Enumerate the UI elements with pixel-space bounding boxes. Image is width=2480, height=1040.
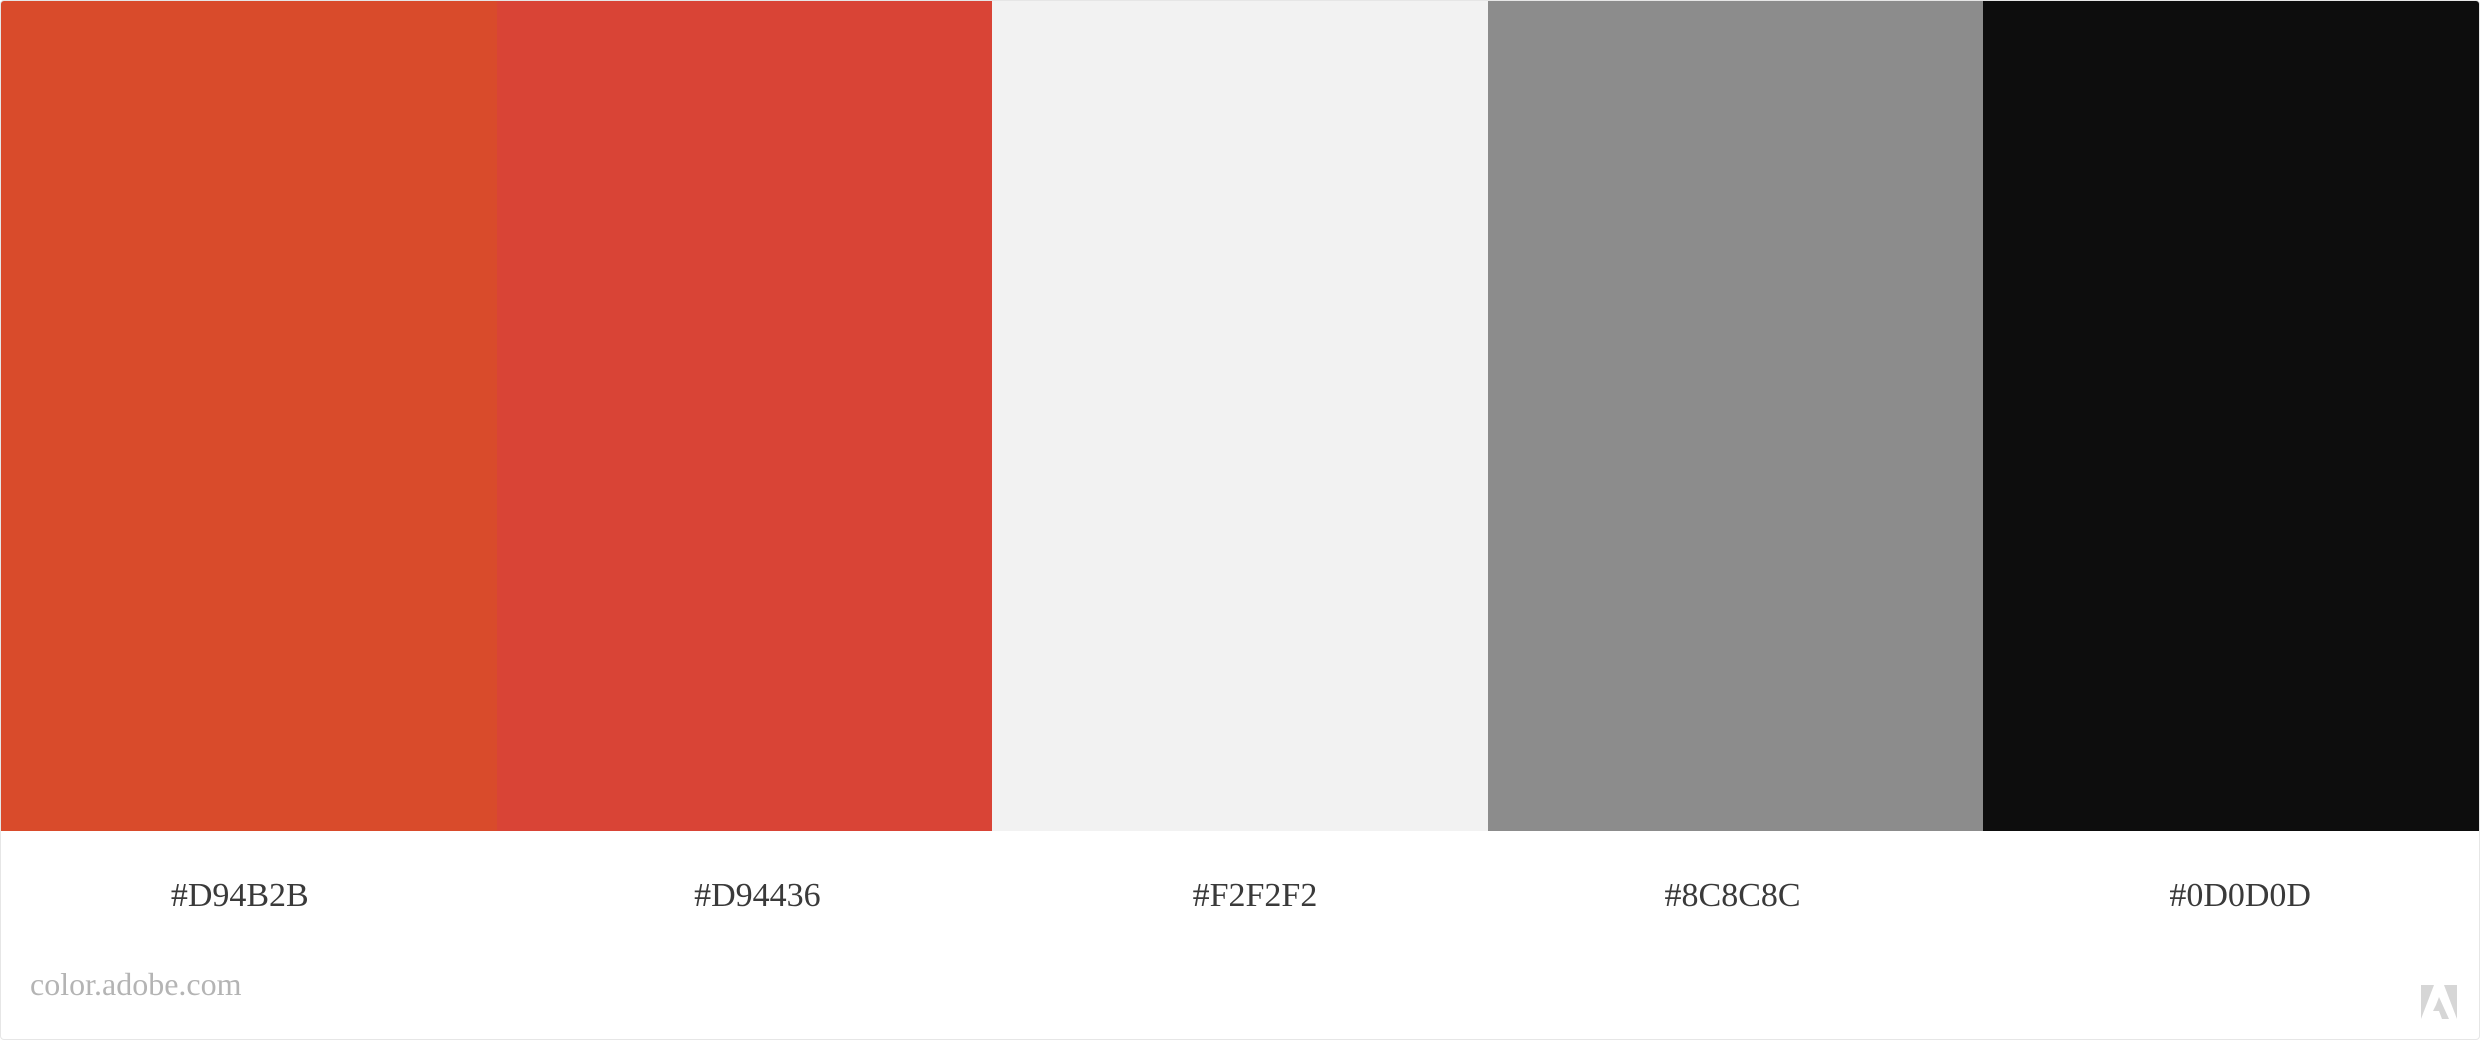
hex-label-4: #8C8C8C [1664, 877, 1801, 914]
swatch-row [1, 1, 2479, 831]
source-link[interactable]: color.adobe.com [30, 966, 242, 1002]
swatch-1[interactable] [1, 1, 497, 831]
adobe-logo-icon [2421, 985, 2457, 1019]
swatch-2[interactable] [496, 1, 993, 831]
hex-label-3: #F2F2F2 [1192, 877, 1318, 914]
swatch-3[interactable] [992, 1, 1488, 831]
swatch-4[interactable] [1487, 1, 1984, 831]
swatch-5[interactable] [1983, 1, 2479, 831]
hex-label-5: #0D0D0D [2169, 877, 2311, 914]
hex-label-1: #D94B2B [170, 877, 309, 914]
hex-label-2: #D94436 [694, 877, 821, 914]
hex-label-row: #D94B2B #D94436 #F2F2F2 #8C8C8C #0D0D0D [1, 831, 2479, 961]
